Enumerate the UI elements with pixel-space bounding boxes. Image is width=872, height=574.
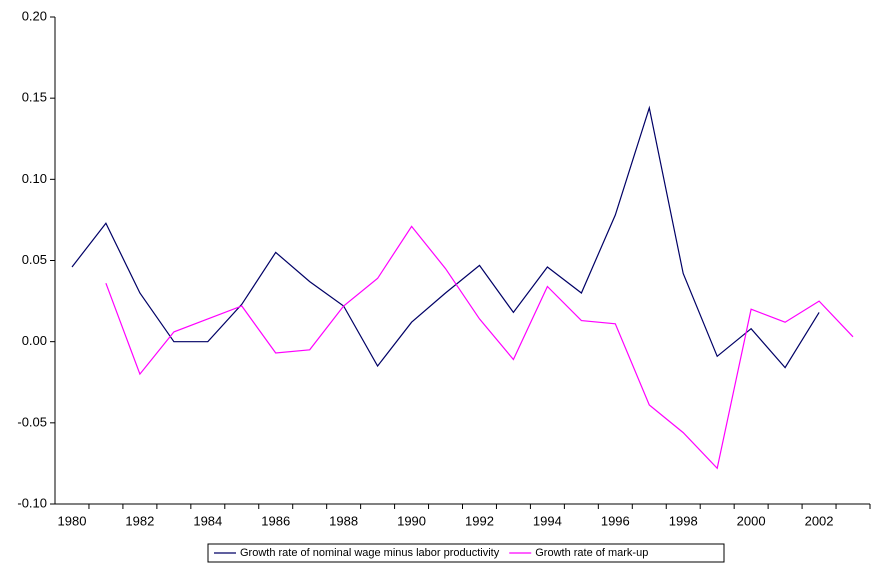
legend: Growth rate of nominal wage minus labor …: [214, 547, 648, 559]
x-tick-label: 2002: [805, 513, 834, 528]
series-line: [105, 225, 854, 470]
x-tick-label: 1988: [329, 513, 358, 528]
x-tick-label: 1994: [533, 513, 562, 528]
y-tick-label: 0.05: [22, 252, 47, 267]
x-tick-label: 1986: [261, 513, 290, 528]
y-tick-label: 0.20: [22, 8, 47, 23]
series-line: [71, 105, 820, 369]
y-tick-label: 0.15: [22, 90, 47, 105]
axes: [54, 17, 870, 505]
y-tick-label: 0.10: [22, 171, 47, 186]
legend-box: [207, 543, 725, 563]
x-tick-label: 1992: [465, 513, 494, 528]
x-tick-label: 1980: [58, 513, 87, 528]
y-tick-label: -0.10: [17, 495, 47, 510]
legend-label: Growth rate of nominal wage minus labor …: [240, 547, 500, 559]
legend-label: Growth rate of mark-up: [535, 547, 648, 559]
x-tick-label: 1982: [125, 513, 154, 528]
y-tick-label: 0.00: [22, 333, 47, 348]
x-tick-label: 1990: [397, 513, 426, 528]
x-tick-label: 1984: [193, 513, 222, 528]
x-tick-label: 1998: [669, 513, 698, 528]
x-tick-label: 2000: [737, 513, 766, 528]
x-tick-label: 1996: [601, 513, 630, 528]
y-tick-label: -0.05: [17, 414, 47, 429]
